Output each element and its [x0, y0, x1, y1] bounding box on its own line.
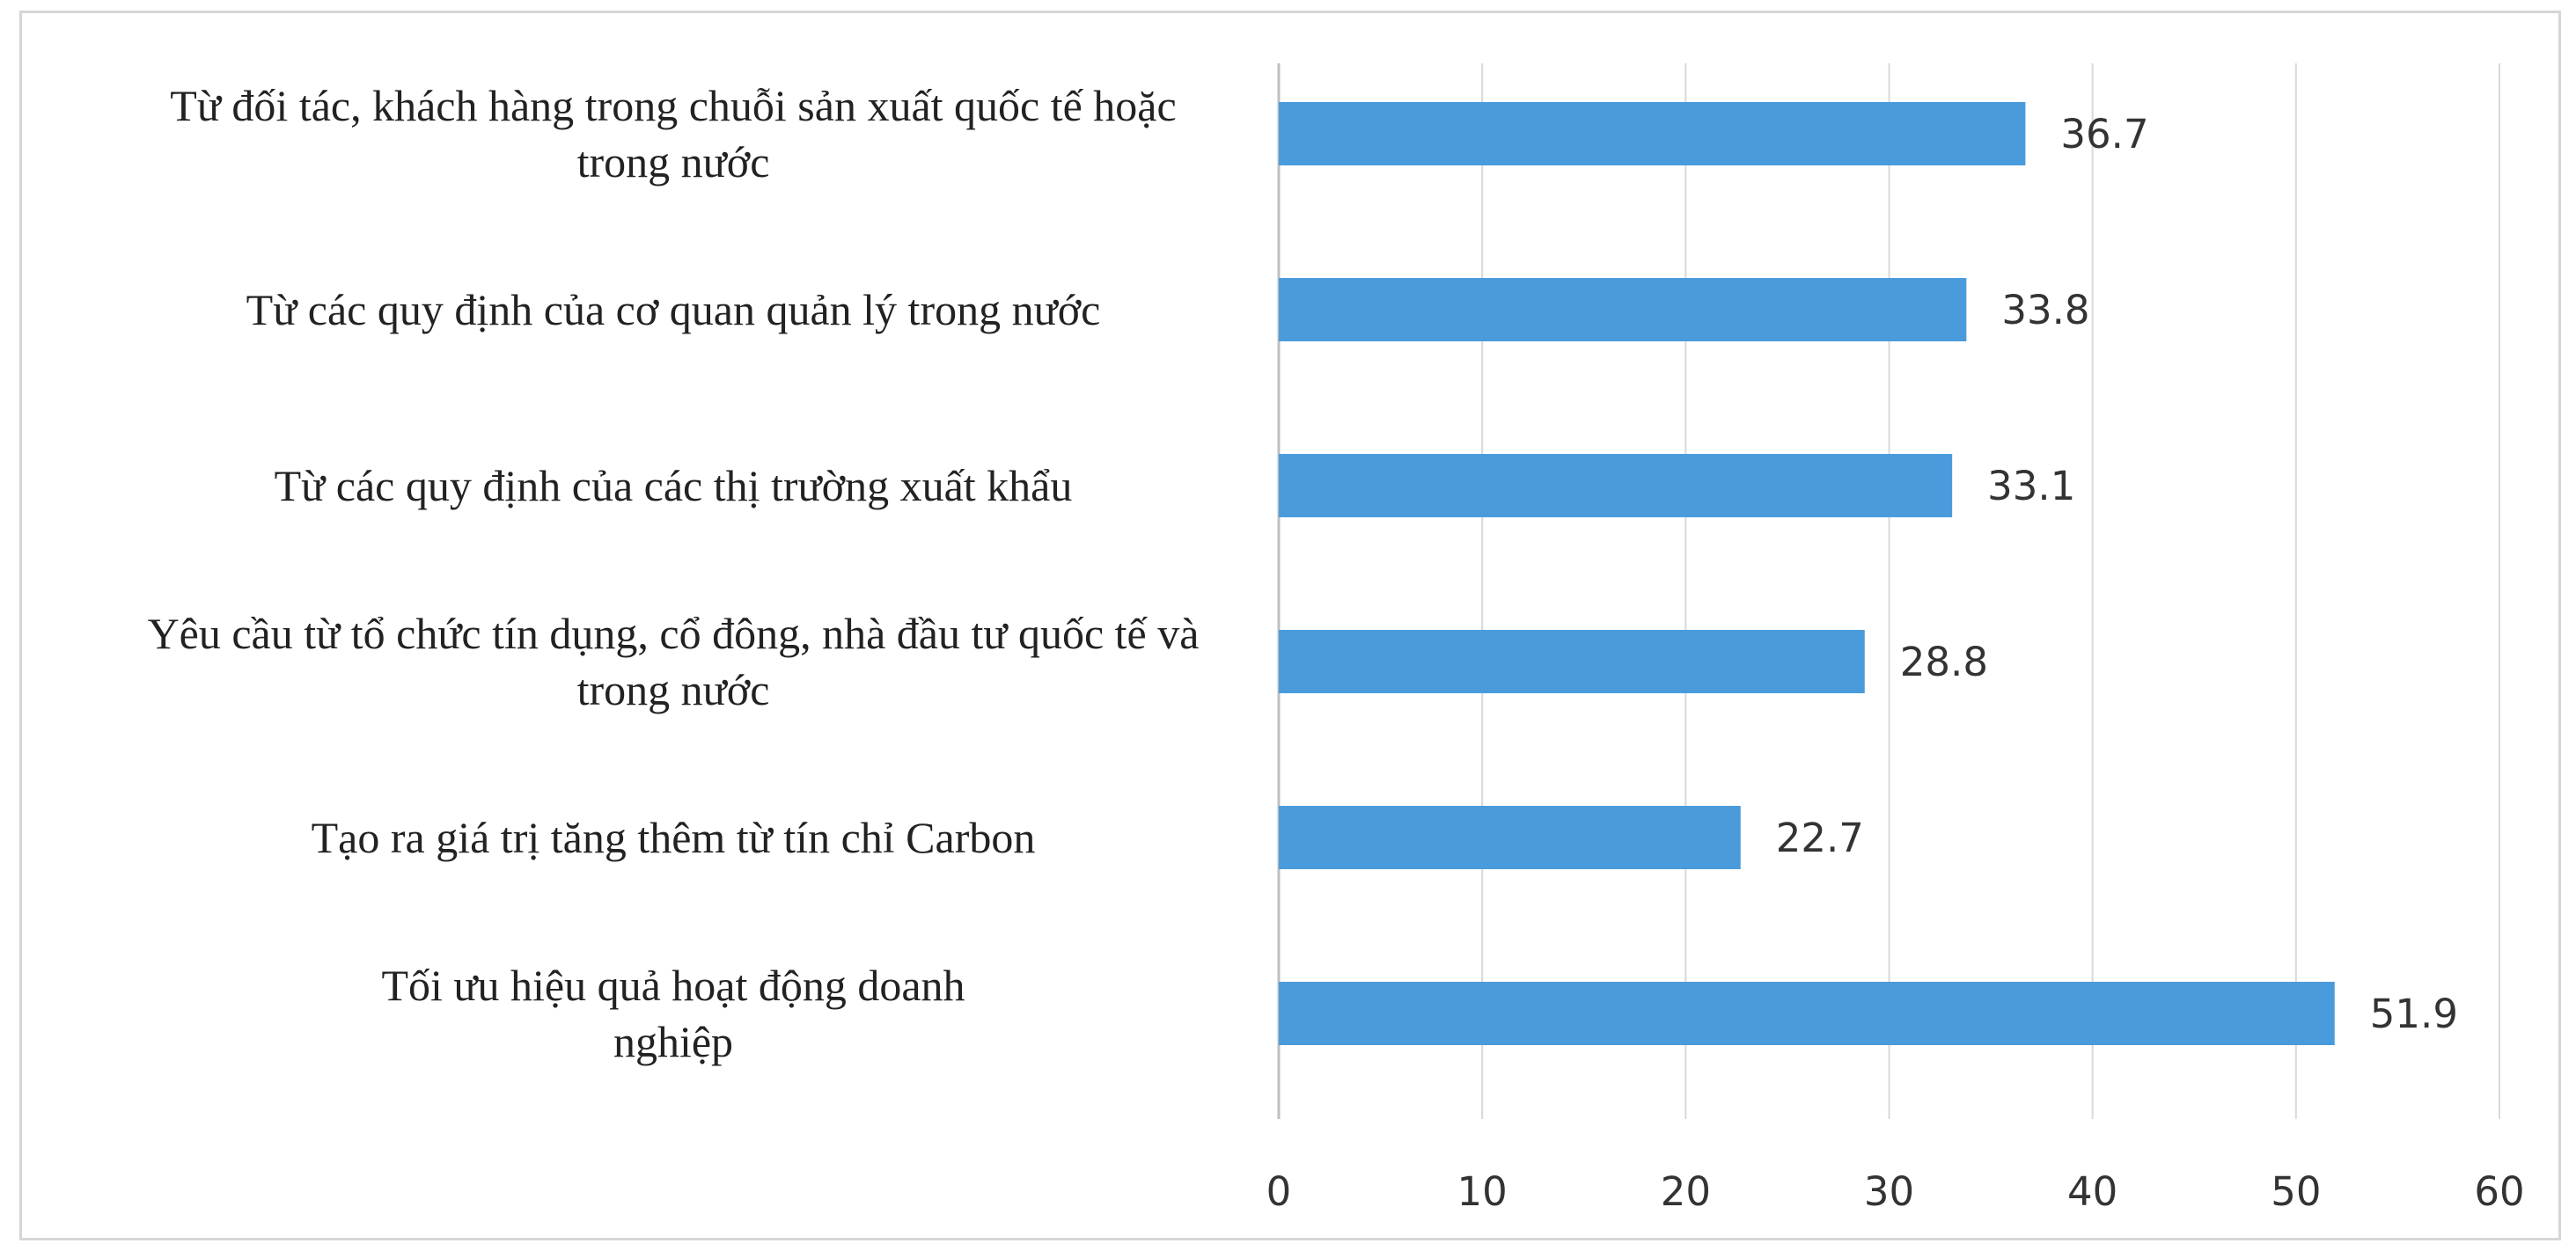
bar [1279, 630, 1865, 693]
category-label: Tạo ra giá trị tăng thêm từ tín chỉ Carb… [312, 813, 1036, 862]
value-label: 22.7 [1776, 815, 1864, 861]
value-labels: 36.7 33.8 33.1 28.8 22.7 51.9 [1776, 111, 2458, 1037]
value-label: 33.1 [1987, 463, 2075, 509]
category-label-line: nghiệp [613, 1017, 733, 1066]
category-label-line: Tối ưu hiệu quả hoạt động doanh [381, 961, 965, 1010]
category-label: Yêu cầu từ tổ chức tín dụng, cổ đông, nh… [148, 609, 1200, 714]
category-labels: Từ đối tác, khách hàng trong chuỗi sản x… [148, 81, 1200, 1066]
bars [1279, 102, 2335, 1045]
category-label-line: trong nước [577, 665, 770, 714]
x-tick-label: 30 [1864, 1168, 1914, 1215]
bar [1279, 454, 1953, 517]
x-axis-ticks: 0 10 20 30 40 50 60 [1266, 1168, 2525, 1215]
value-label: 28.8 [1900, 639, 1988, 685]
category-label: Từ các quy định của các thị trường xuất … [275, 461, 1073, 510]
bar [1279, 982, 2335, 1045]
bar [1279, 806, 1741, 869]
category-label-line: Yêu cầu từ tổ chức tín dụng, cổ đông, nh… [148, 609, 1200, 658]
x-tick-label: 60 [2474, 1168, 2524, 1215]
category-label: Tối ưu hiệu quả hoạt động doanh nghiệp [381, 961, 965, 1066]
value-label: 33.8 [2001, 287, 2089, 333]
x-tick-label: 20 [1661, 1168, 1711, 1215]
bar [1279, 278, 1967, 341]
value-label: 51.9 [2370, 991, 2458, 1037]
x-tick-label: 40 [2067, 1168, 2117, 1215]
x-tick-label: 0 [1266, 1168, 1292, 1215]
value-label: 36.7 [2060, 111, 2148, 157]
category-label-line: Tạo ra giá trị tăng thêm từ tín chỉ Carb… [312, 813, 1036, 862]
x-tick-label: 50 [2271, 1168, 2321, 1215]
gridlines [1277, 63, 2500, 1119]
x-tick-label: 10 [1457, 1168, 1508, 1215]
category-label-line: trong nước [577, 137, 770, 187]
category-label-line: Từ các quy định của cơ quan quản lý tron… [246, 285, 1101, 334]
category-label: Từ các quy định của cơ quan quản lý tron… [246, 285, 1101, 334]
category-label-line: Từ đối tác, khách hàng trong chuỗi sản x… [170, 81, 1176, 130]
category-label: Từ đối tác, khách hàng trong chuỗi sản x… [170, 81, 1176, 187]
category-label-line: Từ các quy định của các thị trường xuất … [275, 461, 1073, 510]
bar [1279, 102, 2026, 165]
